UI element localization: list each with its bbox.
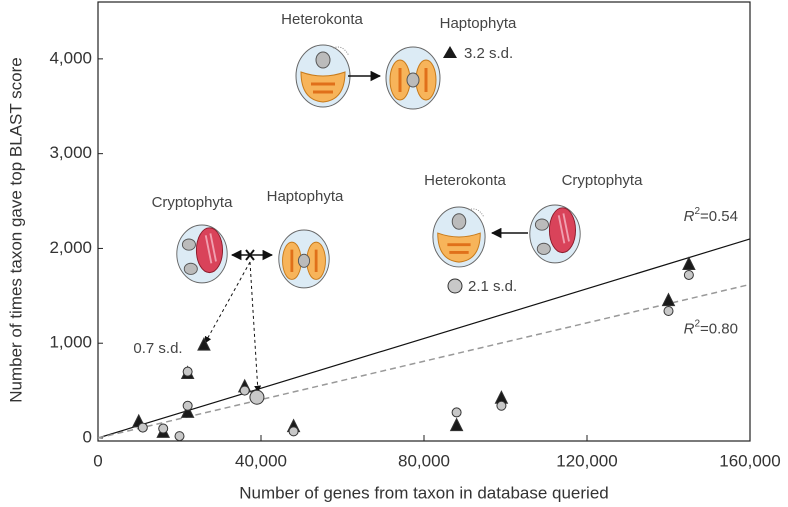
y-tick-label: 2,000 [49,238,92,257]
x-axis-label: Number of genes from taxon in database q… [239,483,609,502]
annotation: Heterokonta [281,11,363,28]
point [683,269,694,280]
x-tick-label: 0 [93,451,102,470]
annotation: Heterokonta [424,172,506,189]
x-tick-label: 160,000 [719,451,780,470]
x-tick-label: 40,000 [235,451,287,470]
annotation: 0.7 s.d. [133,340,182,357]
y-tick-label: 3,000 [49,143,92,162]
r2-value: =0.54 [700,208,738,225]
y-tick-label: 0 [83,427,92,446]
annotation: Cryptophyta [562,172,644,189]
point [663,305,674,316]
trend-line [97,238,751,439]
point [451,407,462,418]
point [239,385,250,396]
diagrams [175,43,582,393]
annotation: Cryptophyta [152,194,234,211]
point [682,256,696,271]
point [496,400,507,411]
y-axis-label: Number of times taxon gave top BLAST sco… [6,57,25,403]
annotation: Haptophyta [440,15,517,32]
point [197,336,211,351]
r2-exponent: 2 [694,318,700,329]
point [137,422,148,433]
trend-line [97,283,751,439]
y-tick-label: 4,000 [49,48,92,67]
r2-symbol: R [684,208,695,225]
r2-value: =0.80 [700,320,738,337]
y-tick-label: 1,000 [49,333,92,352]
x-tick-label: 120,000 [556,451,617,470]
annotation: 3.2 s.d. [464,45,513,62]
r2-exponent: 2 [694,206,700,217]
point [661,292,676,307]
point [449,417,464,432]
point [288,426,299,437]
point [182,400,193,411]
point [174,431,185,442]
r2-label: R2=0.80 [684,318,738,337]
point [249,389,265,405]
point [182,366,193,377]
point [158,423,169,434]
point [180,404,195,418]
x-tick-label: 80,000 [398,451,450,470]
r2-symbol: R [684,320,695,337]
annotation: 2.1 s.d. [468,278,517,295]
r2-label: R2=0.54 [684,206,738,225]
annotation: Haptophyta [267,188,344,205]
